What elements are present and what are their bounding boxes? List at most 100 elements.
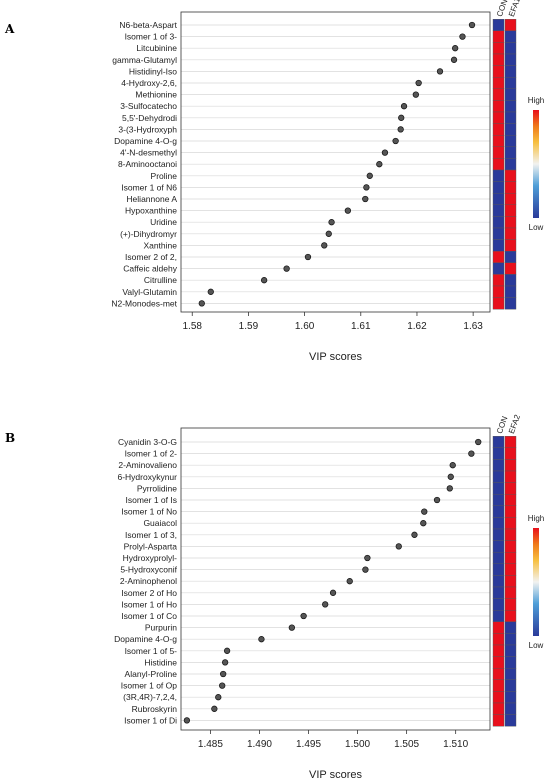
heatmap-cell	[492, 656, 505, 669]
heatmap-cell	[492, 274, 505, 287]
heatmap-cell	[492, 181, 505, 194]
heatmap-cell	[492, 192, 505, 205]
vip-point	[362, 195, 369, 203]
heatmap-cell	[492, 76, 505, 89]
category-label: Isomer 1 of 5-	[125, 646, 178, 656]
category-label: Isomer 1 of Is	[126, 495, 178, 505]
heatmap-cell	[504, 123, 517, 136]
heatmap-cell	[492, 679, 505, 692]
heatmap-cell	[492, 691, 505, 704]
heatmap-cell	[504, 181, 517, 194]
heatmap-column-label: EFA2	[507, 413, 522, 435]
heatmap-cell	[504, 528, 517, 541]
category-label: Dopamine 4-O-g	[114, 136, 177, 146]
vip-point	[322, 601, 329, 608]
vip-point	[421, 508, 428, 515]
vip-point	[447, 473, 454, 480]
vip-point	[223, 647, 231, 654]
category-label: Cyanidin 3-O-G	[118, 437, 177, 447]
vip-point	[436, 68, 444, 75]
vip-point	[397, 126, 404, 133]
heatmap-cell	[504, 169, 517, 182]
heatmap-cell	[504, 250, 517, 263]
vip-point	[398, 114, 405, 121]
heatmap-cell	[504, 482, 517, 495]
vip-point	[392, 137, 399, 145]
category-label: Purpurin	[145, 623, 177, 633]
heatmap-cell	[504, 610, 517, 623]
heatmap-column-label: EFA1	[507, 0, 522, 18]
heatmap-cell	[492, 621, 505, 634]
heatmap-cell	[492, 262, 505, 275]
heatmap-cell	[504, 598, 517, 611]
vip-point	[459, 33, 466, 40]
vip-point	[220, 670, 227, 678]
heatmap-cell	[492, 459, 505, 472]
x-tick-label: 1.60	[295, 321, 315, 332]
vip-point	[300, 612, 307, 620]
heatmap-cell	[504, 586, 517, 599]
heatmap-cell	[504, 459, 517, 472]
panel-b-letter: B	[5, 431, 15, 445]
heatmap-cell	[492, 169, 505, 182]
category-label: Litcubinine	[136, 43, 177, 53]
heatmap-cell	[504, 702, 517, 715]
legend-low-label: Low	[529, 223, 544, 232]
heatmap-cell	[504, 76, 517, 89]
heatmap-cell	[504, 494, 517, 507]
heatmap-cell	[504, 505, 517, 518]
color-legend-bar	[533, 528, 539, 636]
heatmap-cell	[492, 134, 505, 147]
vip-point	[207, 288, 214, 295]
vip-point	[183, 717, 191, 724]
panel-a: A N6-beta-Aspart Isomer 1 of 3-Litcubinin…	[4, 0, 544, 363]
vip-point	[344, 207, 352, 214]
heatmap-cell	[504, 447, 517, 460]
category-label: (+)-Dihydromyr	[120, 229, 177, 239]
category-label: Isomer 1 of Op	[121, 681, 177, 691]
category-label: gamma-Glutamyl	[112, 55, 177, 65]
heatmap-cell	[504, 158, 517, 171]
category-label: 2-Aminophenol	[120, 576, 177, 586]
heatmap-cell	[504, 679, 517, 692]
x-tick-label: 1.61	[351, 321, 371, 332]
heatmap-cell	[492, 714, 505, 727]
heatmap-cell	[492, 216, 505, 229]
vip-point	[376, 161, 383, 168]
heatmap-cell	[504, 53, 517, 66]
heatmap-cell	[504, 227, 517, 240]
vip-point	[346, 578, 353, 585]
heatmap-cell	[504, 285, 517, 298]
heatmap-cell	[504, 552, 517, 565]
category-label: Isomer 1 of Di	[124, 715, 177, 725]
heatmap-cell	[492, 100, 505, 113]
vip-point	[219, 682, 226, 689]
vip-point	[215, 694, 222, 701]
vip-point	[283, 265, 290, 272]
heatmap-cell	[504, 239, 517, 252]
category-label: Proline	[151, 171, 178, 181]
category-label: Isomer 2 of 2,	[125, 252, 177, 262]
heatmap-cell	[504, 216, 517, 229]
category-label: 4'-N-desmethyl	[120, 148, 177, 158]
category-label: 8-Aminooctanoi	[118, 159, 177, 169]
heatmap-cell	[492, 227, 505, 240]
vip-point	[258, 636, 265, 643]
heatmap-cell	[492, 285, 505, 298]
vip-point	[329, 589, 337, 596]
vip-point	[328, 219, 335, 226]
heatmap-cell	[492, 123, 505, 136]
category-label: Histidine	[144, 657, 177, 667]
category-label: Isomer 1 of N6	[121, 182, 177, 192]
heatmap-cell	[492, 517, 505, 530]
category-label: Isomer 1 of 3-	[125, 32, 178, 42]
vip-point	[468, 450, 475, 457]
heatmap-cell	[504, 262, 517, 275]
vip-point	[468, 21, 476, 29]
category-label: 2-Aminovalieno	[118, 460, 177, 470]
legend-high-label: High	[528, 514, 544, 523]
category-label: Prolyl-Asparta	[124, 541, 178, 551]
heatmap-cell	[504, 691, 517, 704]
heatmap-cell	[492, 42, 505, 55]
